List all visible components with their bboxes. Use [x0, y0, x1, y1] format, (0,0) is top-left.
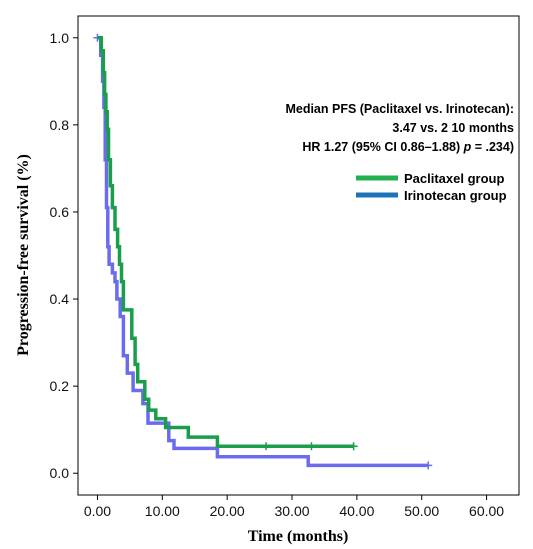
legend-label-paclitaxel: Paclitaxel group [404, 171, 504, 186]
paclitaxel-censor-mark [307, 442, 316, 451]
paclitaxel-censor-mark [262, 442, 271, 451]
y-tick-label: 0.4 [50, 291, 70, 307]
survival-curves [93, 33, 433, 470]
x-tick-label: 40.00 [339, 503, 374, 519]
y-tick-label: 0.8 [50, 117, 70, 133]
legend-label-irinotecan: Irinotecan group [404, 188, 507, 203]
x-axis-title: Time (months) [248, 528, 349, 545]
x-tick-label: 30.00 [274, 503, 309, 519]
paclitaxel-censor-mark [349, 442, 358, 451]
x-tick-label: 0.00 [84, 503, 111, 519]
annotation-block: Median PFS (Paclitaxel vs. Irinotecan): … [285, 102, 514, 154]
x-axis: 0.00 10.00 20.00 30.00 40.00 50.00 60.00 [84, 495, 504, 519]
annotation-p-symbol: p [463, 140, 472, 154]
y-tick-label: 0.2 [50, 378, 70, 394]
y-tick-label: 0.6 [50, 204, 70, 220]
irinotecan-censor-mark [424, 461, 433, 470]
x-tick-label: 50.00 [404, 503, 439, 519]
plot-frame [77, 15, 520, 496]
x-tick-label: 60.00 [469, 503, 504, 519]
y-tick-label: 1.0 [50, 30, 70, 46]
annotation-line-3: HR 1.27 (95% CI 0.86–1.88) p = .234) [302, 140, 514, 154]
annotation-p-value: = .234) [471, 140, 514, 154]
annotation-line-1: Median PFS (Paclitaxel vs. Irinotecan): [285, 102, 514, 116]
y-axis-title: Progression-free survival (%) [15, 154, 32, 356]
x-tick-label: 10.00 [145, 503, 180, 519]
y-tick-label: 0.0 [50, 465, 70, 481]
x-tick-label: 20.00 [210, 503, 245, 519]
paclitaxel-curve [97, 36, 354, 448]
y-axis: 0.0 0.2 0.4 0.6 0.8 1.0 [50, 30, 78, 481]
legend: Paclitaxel group Irinotecan group [356, 171, 507, 203]
annotation-line-2: 3.47 vs. 2 10 months [392, 121, 514, 135]
annotation-hr: HR 1.27 (95% CI 0.86–1.88) [302, 140, 463, 154]
